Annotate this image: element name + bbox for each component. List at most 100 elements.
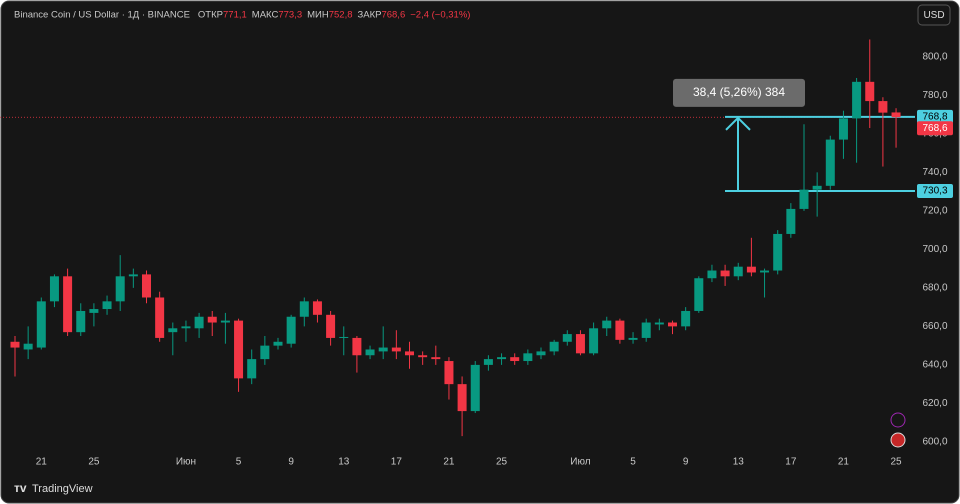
candle-body [641,322,651,338]
price-tag [917,184,953,199]
measure-arrowhead [725,116,751,131]
x-tick-label: 17 [391,457,403,468]
candle-body [510,357,520,362]
chart-title: Binance Coin / US Dollar · 1Д · BINANCE [14,10,190,21]
candle-body [89,309,99,313]
candle-body [155,297,165,338]
candle-body [628,337,638,340]
y-tick-label: 700,0 [922,244,947,255]
x-tick-label: 21 [36,457,48,468]
header: Binance Coin / US Dollar · 1Д · BINANCE [14,10,190,21]
legend-value: 752,8 [329,10,353,21]
y-tick-label: 680,0 [922,283,947,294]
candle-body [786,208,796,234]
candle-body [825,139,835,186]
x-tick-label: 17 [785,457,797,468]
candle-body [23,343,33,350]
candle-body [194,316,204,329]
candle-body [49,276,59,302]
candle-body [773,233,783,271]
candle-body [720,270,730,277]
candle-body [418,355,428,358]
y-tick-label: 740,0 [922,167,947,178]
candle-body [234,320,244,379]
candle-body [181,326,191,329]
legend-label: МИН [307,10,329,21]
candle-body [220,320,230,323]
candle-body [391,347,401,352]
candle-body [562,334,572,342]
icon[interactable] [890,432,906,448]
x-tick-label: 5 [630,457,636,468]
y-tick-label: 660,0 [922,321,947,332]
x-tick-label: 25 [890,457,902,468]
candle-body [457,384,467,412]
candle-body [707,270,717,279]
legend-value: 773,3 [278,10,302,21]
measure-box [673,78,805,107]
candle-body [536,351,546,356]
candle-body [431,357,441,360]
candle-body [760,270,770,273]
candle-body [260,345,270,360]
y-tick-label: 780,0 [922,90,947,101]
candle-body [589,328,599,354]
candle-body [326,314,336,338]
candle-body [76,310,86,333]
icon[interactable] [890,412,906,428]
candle-body [470,364,480,412]
price-tag [917,109,953,124]
candle-body [694,278,704,311]
x-tick-label: 9 [288,457,294,468]
candle-body [444,361,454,385]
candle-body [483,359,493,365]
candle-body [36,301,46,348]
y-tick-label: 620,0 [922,398,947,409]
candle-body [273,341,283,346]
legend-label: ОТКР [198,10,223,21]
candle-body [247,359,257,379]
x-tick-label: 21 [443,457,455,468]
candle-body [365,349,375,356]
candle-body [549,341,559,352]
y-tick-label: 800,0 [922,51,947,62]
candle-body [142,274,151,298]
candle-body [733,266,743,277]
candle-body [799,189,809,209]
candle-body [654,322,664,325]
y-tick-label: 600,0 [922,437,947,448]
candle-body [405,351,414,356]
candle-body [838,118,848,140]
candle-body [891,112,901,118]
price-tag-label: 768,8 [922,112,947,123]
candle-body [378,347,388,352]
legend-label: МАКС [252,10,279,21]
candle-body [523,353,533,362]
candle-body [497,357,507,360]
brand: TradingView [32,483,93,495]
x-tick-label: 13 [733,457,745,468]
candle-body [299,301,309,317]
candle-body [63,276,73,333]
x-tick-label: 9 [683,457,689,468]
candle-body [312,301,322,315]
candle-body [615,320,625,340]
candle-body [681,310,691,327]
x-tick-label: 25 [496,457,508,468]
x-tick-label: 21 [838,457,850,468]
candle-body [352,337,362,356]
candle-body [878,101,888,113]
candle-body [746,266,756,273]
legend-label: ЗАКР [358,10,382,21]
x-tick-label: 5 [236,457,242,468]
candle-body [128,274,138,277]
x-tick-label: Июл [570,457,590,468]
currency[interactable]: USD [923,10,944,21]
candle-body [168,328,178,333]
x-tick-label: Июн [176,457,196,468]
candle-body [115,276,125,302]
currency-button[interactable] [917,4,951,26]
candle-body [286,316,296,344]
